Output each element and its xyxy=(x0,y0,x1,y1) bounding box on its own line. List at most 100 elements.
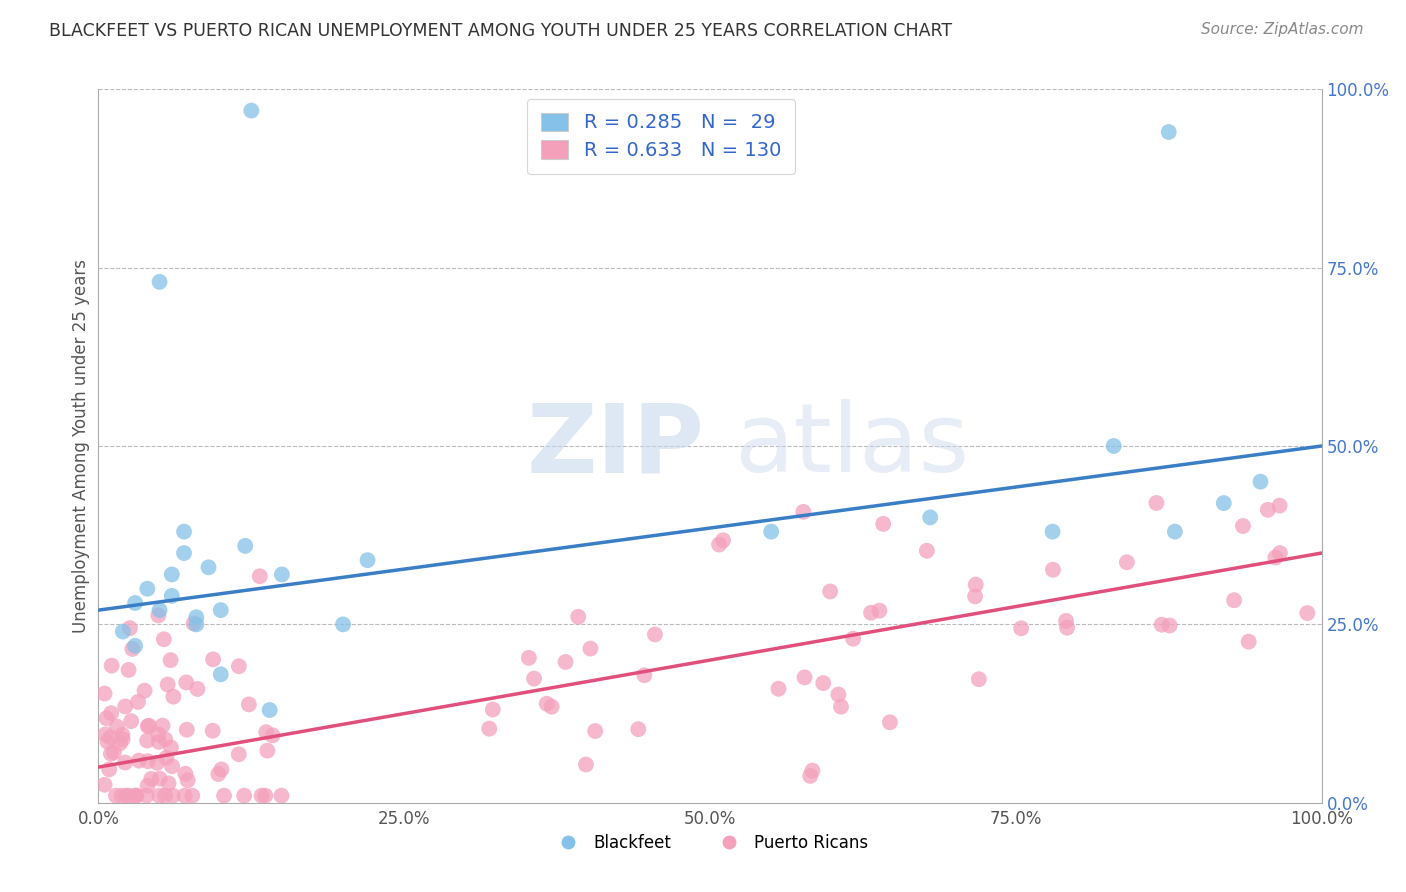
Point xyxy=(567,609,589,624)
Point xyxy=(148,608,170,623)
Point xyxy=(128,754,150,768)
Point xyxy=(209,763,232,777)
Point xyxy=(332,617,354,632)
Point xyxy=(1150,617,1173,632)
Point xyxy=(517,650,540,665)
Point xyxy=(120,714,142,728)
Point xyxy=(136,719,159,733)
Y-axis label: Unemployment Among Youth under 25 years: Unemployment Among Youth under 25 years xyxy=(72,259,90,633)
Point xyxy=(162,789,184,803)
Point xyxy=(173,524,195,539)
Point xyxy=(1164,524,1187,539)
Point xyxy=(238,698,260,712)
Point xyxy=(1257,503,1279,517)
Point xyxy=(160,589,183,603)
Point xyxy=(149,275,172,289)
Point xyxy=(127,695,149,709)
Point xyxy=(100,747,122,761)
Point xyxy=(1268,499,1291,513)
Point xyxy=(183,616,205,631)
Point xyxy=(155,751,177,765)
Point xyxy=(96,711,118,725)
Point xyxy=(93,687,115,701)
Text: BLACKFEET VS PUERTO RICAN UNEMPLOYMENT AMONG YOUTH UNDER 25 YEARS CORRELATION CH: BLACKFEET VS PUERTO RICAN UNEMPLOYMENT A… xyxy=(49,22,952,40)
Point xyxy=(554,655,576,669)
Point xyxy=(711,533,734,548)
Point xyxy=(233,789,256,803)
Text: ZIP: ZIP xyxy=(526,400,704,492)
Point xyxy=(1237,634,1260,648)
Point xyxy=(1042,524,1064,539)
Point xyxy=(1056,621,1078,635)
Point xyxy=(481,702,503,716)
Point xyxy=(111,624,134,639)
Point xyxy=(121,641,143,656)
Point xyxy=(136,582,159,596)
Point xyxy=(110,789,132,803)
Point xyxy=(159,653,181,667)
Point xyxy=(842,632,865,646)
Point xyxy=(627,722,650,736)
Point xyxy=(93,778,115,792)
Point xyxy=(160,567,183,582)
Point xyxy=(100,706,122,721)
Point xyxy=(105,720,128,734)
Point xyxy=(96,734,118,748)
Point xyxy=(262,728,284,742)
Point xyxy=(879,715,901,730)
Point xyxy=(1010,621,1032,635)
Point xyxy=(115,789,138,803)
Point xyxy=(136,779,159,793)
Point xyxy=(228,659,250,673)
Point xyxy=(1115,555,1137,569)
Point xyxy=(138,719,160,733)
Point xyxy=(124,639,146,653)
Point xyxy=(157,776,180,790)
Point xyxy=(254,789,277,803)
Point xyxy=(1223,593,1246,607)
Point xyxy=(965,590,987,604)
Point xyxy=(149,603,172,617)
Point xyxy=(256,744,278,758)
Point xyxy=(707,538,730,552)
Point xyxy=(124,789,146,803)
Point xyxy=(860,606,883,620)
Point xyxy=(134,683,156,698)
Point xyxy=(111,728,134,742)
Point xyxy=(209,667,232,681)
Point xyxy=(100,731,122,745)
Point xyxy=(136,754,159,768)
Point xyxy=(915,543,938,558)
Point xyxy=(146,756,169,770)
Point xyxy=(523,672,546,686)
Point xyxy=(108,736,131,750)
Point xyxy=(141,772,163,786)
Point xyxy=(1249,475,1271,489)
Point xyxy=(103,745,125,759)
Point xyxy=(94,727,117,741)
Point xyxy=(117,789,139,803)
Point xyxy=(536,697,558,711)
Point xyxy=(356,553,378,567)
Point xyxy=(583,724,606,739)
Legend: Blackfeet, Puerto Ricans: Blackfeet, Puerto Ricans xyxy=(546,828,875,859)
Point xyxy=(186,681,208,696)
Point xyxy=(644,627,666,641)
Point xyxy=(149,772,172,786)
Point xyxy=(1054,614,1077,628)
Point xyxy=(792,505,814,519)
Point xyxy=(148,789,170,803)
Point xyxy=(156,677,179,691)
Point xyxy=(148,727,170,741)
Point xyxy=(125,789,148,803)
Point xyxy=(176,773,198,788)
Point xyxy=(228,747,250,762)
Point xyxy=(114,756,136,770)
Point xyxy=(827,688,849,702)
Point xyxy=(111,732,134,747)
Point xyxy=(153,789,176,803)
Point xyxy=(768,681,790,696)
Point xyxy=(270,789,292,803)
Point xyxy=(1102,439,1125,453)
Point xyxy=(793,670,815,684)
